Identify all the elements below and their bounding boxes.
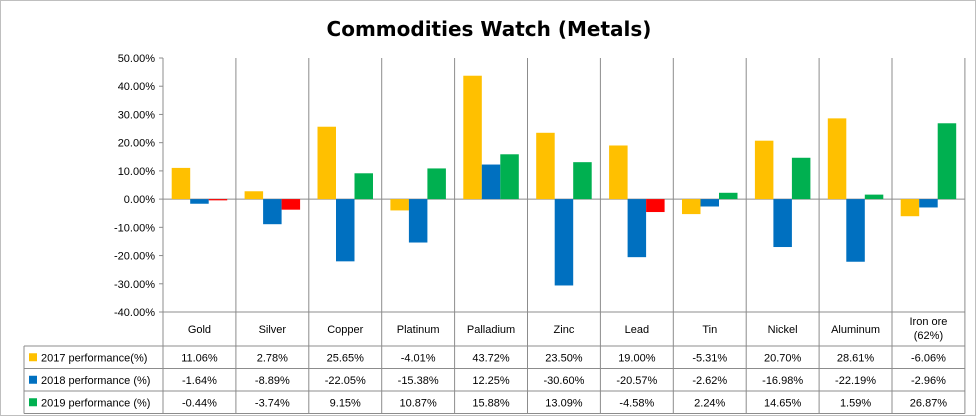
data-table-cell: 10.87%: [399, 397, 437, 409]
bar: [190, 199, 209, 204]
data-table-cell: 13.09%: [545, 397, 583, 409]
category-label: Aluminum: [831, 324, 880, 336]
legend-swatch: [29, 375, 37, 384]
data-table-cell: 19.00%: [618, 352, 656, 364]
data-table-cell: -20.57%: [616, 375, 657, 387]
chart-title: Commodities Watch (Metals): [327, 17, 652, 41]
y-tick-label: -40.00%: [114, 307, 155, 319]
category-label: Copper: [327, 324, 363, 336]
bar: [937, 123, 957, 200]
bar: [500, 154, 519, 200]
category-label: Gold: [188, 324, 211, 336]
bar: [846, 199, 865, 262]
table-grid: [23, 58, 966, 414]
y-tick-label: 20.00%: [118, 138, 156, 150]
data-table-cell: -1.64%: [182, 375, 217, 387]
bar: [827, 118, 847, 200]
legend-label: 2017 performance(%): [41, 352, 147, 364]
bar: [354, 173, 373, 200]
category-label: Zinc: [554, 324, 575, 336]
data-table-cell: 15.88%: [472, 397, 510, 409]
data-table-cell: -4.01%: [401, 352, 436, 364]
bar: [263, 199, 282, 225]
bar: [700, 199, 719, 207]
data-table-cell: -22.19%: [835, 375, 876, 387]
y-tick-label: -10.00%: [114, 222, 155, 234]
data-table-cell: -22.05%: [325, 375, 366, 387]
legend-label: 2019 performance (%): [41, 397, 150, 409]
y-tick-label: 30.00%: [118, 109, 156, 121]
bar: [627, 199, 647, 258]
bar: [646, 199, 665, 213]
y-tick-label: -20.00%: [114, 251, 155, 263]
bar: [536, 132, 555, 200]
data-table-cell: 2.78%: [257, 352, 288, 364]
bar: [244, 191, 264, 200]
data-table-cell: 12.25%: [472, 375, 510, 387]
data-table-cell: -0.44%: [182, 397, 217, 409]
bar: [773, 199, 792, 248]
data-table-cell: 43.72%: [472, 352, 510, 364]
bar: [754, 140, 774, 200]
data-table-cell: -5.31%: [692, 352, 727, 364]
bars: [171, 75, 957, 286]
data-table-cell: -2.62%: [692, 375, 727, 387]
data-table-cell: -30.60%: [543, 375, 584, 387]
legend-label: 2018 performance (%): [41, 375, 150, 387]
legend-swatch: [29, 353, 37, 362]
bar: [390, 199, 409, 211]
bar: [554, 199, 574, 286]
bar: [463, 75, 482, 200]
bar: [791, 157, 811, 200]
category-label: Platinum: [397, 324, 440, 336]
bar: [427, 168, 446, 200]
bar: [682, 199, 701, 215]
data-table-cell: -16.98%: [762, 375, 803, 387]
data-table-cell: 1.59%: [840, 397, 871, 409]
data-table-cell: 23.50%: [545, 352, 583, 364]
category-label: Lead: [625, 324, 649, 336]
data-table: Gold Silver Copper Platinum Palladium Zinc Lea…: [29, 316, 947, 409]
category-label: Silver: [259, 324, 287, 336]
y-tick-label: 0.00%: [124, 194, 155, 206]
category-label: Nickel: [768, 324, 798, 336]
y-tick-label: -30.00%: [114, 279, 155, 291]
data-table-cell: -15.38%: [398, 375, 439, 387]
data-table-cell: 28.61%: [837, 352, 875, 364]
data-table-cell: 14.65%: [764, 397, 802, 409]
bar: [919, 199, 938, 208]
data-table-cell: 20.70%: [764, 352, 802, 364]
data-table-cell: -4.58%: [619, 397, 654, 409]
bar: [171, 167, 191, 200]
data-table-cell: -2.96%: [911, 375, 946, 387]
data-table-cell: 26.87%: [910, 397, 948, 409]
legend-swatch: [29, 398, 37, 407]
bar: [317, 126, 336, 200]
data-table-cell: -8.89%: [255, 375, 290, 387]
bar: [719, 192, 738, 200]
category-label: Iron ore (62%): [909, 316, 947, 342]
bar: [481, 164, 501, 200]
data-table-cell: -6.06%: [911, 352, 946, 364]
bar: [281, 199, 301, 210]
category-label: Palladium: [467, 324, 515, 336]
bar: [336, 199, 355, 262]
data-table-cell: 2.24%: [694, 397, 725, 409]
bar: [864, 194, 884, 200]
bar: [408, 199, 428, 243]
bar: [900, 199, 920, 217]
y-tick-label: 40.00%: [118, 81, 156, 93]
bar: [573, 162, 592, 200]
bar: [609, 145, 628, 200]
y-tick-label: 10.00%: [118, 166, 156, 178]
y-tick-label: 50.00%: [118, 53, 156, 65]
data-table-cell: 11.06%: [181, 352, 218, 364]
bar: [208, 199, 228, 201]
data-table-cell: 25.65%: [327, 352, 365, 364]
category-label: Tin: [702, 324, 717, 336]
data-table-cell: -3.74%: [255, 397, 290, 409]
data-table-cell: 9.15%: [330, 397, 361, 409]
